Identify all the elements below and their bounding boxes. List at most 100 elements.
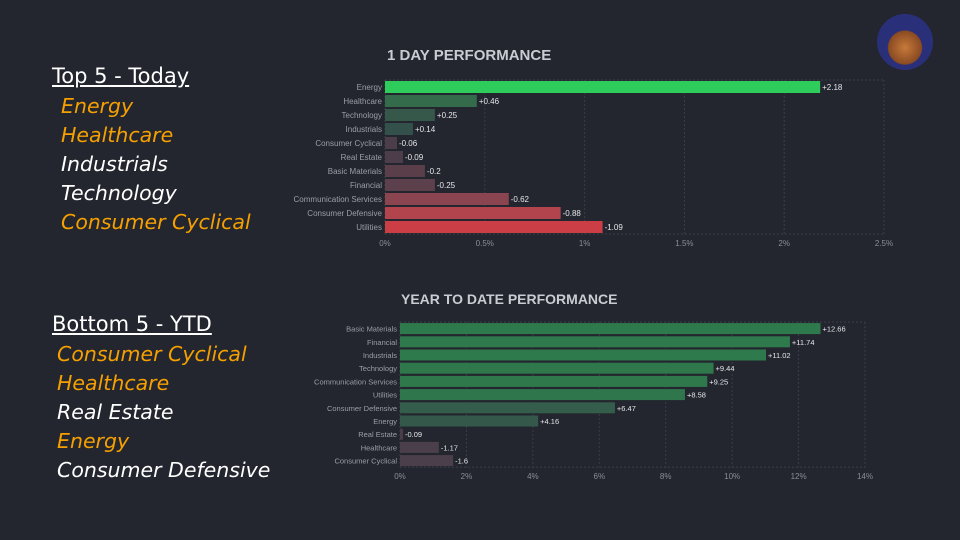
category-label: Communication Services [314, 377, 397, 386]
data-label: +11.74 [792, 338, 815, 347]
data-label: +11.02 [768, 351, 791, 360]
data-label: +8.58 [687, 391, 706, 400]
x-tick-label: 12% [791, 472, 807, 481]
bar [385, 165, 425, 177]
data-label: -1.09 [605, 223, 624, 232]
x-tick-label: 6% [594, 472, 606, 481]
data-label: -0.62 [511, 195, 530, 204]
list-item: Energy [61, 94, 134, 118]
list-item: Industrials [61, 152, 168, 176]
category-label: Basic Materials [328, 167, 382, 176]
bar [385, 207, 561, 219]
data-label: -0.09 [405, 430, 422, 439]
bar [385, 81, 821, 93]
x-tick-label: 10% [724, 472, 740, 481]
bar [400, 375, 708, 387]
data-label: -0.2 [427, 167, 441, 176]
data-label: +9.25 [709, 377, 728, 386]
bar [385, 193, 509, 205]
x-tick-label: 0% [379, 239, 391, 248]
x-tick-label: 1.5% [675, 239, 693, 248]
data-label: +6.47 [617, 404, 636, 413]
list-item: Energy [57, 429, 130, 453]
x-tick-label: 1% [579, 239, 591, 248]
list-heading: Top 5 - Today [52, 64, 190, 88]
bar [385, 151, 403, 163]
x-tick-label: 2% [778, 239, 790, 248]
bar [385, 221, 603, 233]
bar [385, 179, 435, 191]
bar [385, 95, 477, 107]
category-label: Consumer Defensive [307, 209, 382, 218]
chart-title: YEAR TO DATE PERFORMANCE [401, 291, 618, 307]
list-heading: Bottom 5 - YTD [52, 312, 212, 336]
bottom-5-ytd-list: Bottom 5 - YTD Consumer Cyclical Healthca… [52, 312, 270, 485]
chart-0: 1 DAY PERFORMANCE 0% 0.5% 1% 1.5% 2% 2.5% Energ… [294, 47, 894, 248]
bar [400, 415, 539, 427]
bar [400, 323, 821, 335]
bar [400, 362, 714, 374]
data-label: +0.46 [479, 97, 500, 106]
category-label: Consumer Cyclical [334, 457, 397, 466]
category-label: Industrials [346, 125, 382, 134]
category-label: Communication Services [294, 195, 382, 204]
list-item: Consumer Cyclical [61, 210, 251, 234]
data-label: +2.18 [822, 83, 843, 92]
data-label: -1.6 [455, 457, 468, 466]
data-label: +12.66 [822, 325, 845, 334]
x-tick-label: 2.5% [875, 239, 893, 248]
category-label: Energy [357, 83, 382, 92]
bar [400, 336, 790, 348]
list-item: Consumer Defensive [57, 458, 271, 482]
bar [385, 109, 435, 121]
chart-1: YEAR TO DATE PERFORMANCE 0% 2% 4% 6% 8% 10% 12%… [314, 291, 873, 481]
category-label: Consumer Cyclical [315, 139, 382, 148]
list-item: Consumer Cyclical [57, 342, 247, 366]
bar [400, 455, 454, 467]
category-label: Financial [367, 338, 397, 347]
x-tick-label: 0% [394, 472, 406, 481]
data-label: -0.88 [563, 209, 582, 218]
bar [385, 137, 397, 149]
data-label: +0.14 [415, 125, 436, 134]
list-item: Real Estate [57, 400, 174, 424]
data-label: -1.17 [441, 443, 458, 452]
bar [400, 389, 685, 401]
bar [400, 441, 439, 453]
category-label: Industrials [363, 351, 397, 360]
x-tick-label: 0.5% [476, 239, 494, 248]
data-label: -0.25 [437, 181, 456, 190]
category-label: Healthcare [361, 443, 397, 452]
x-tick-label: 8% [660, 472, 672, 481]
category-label: Healthcare [343, 97, 382, 106]
category-label: Technology [342, 111, 382, 120]
category-label: Basic Materials [346, 325, 397, 334]
top-5-today-list: Top 5 - Today Energy Healthcare Industrial… [52, 64, 251, 237]
list-item: Technology [61, 181, 177, 205]
category-label: Technology [359, 364, 397, 373]
bar [400, 428, 403, 440]
category-label: Utilities [356, 223, 382, 232]
bar [400, 402, 615, 414]
category-label: Energy [373, 417, 397, 426]
data-label: +4.16 [540, 417, 559, 426]
category-label: Consumer Defensive [327, 404, 397, 413]
bar [400, 349, 767, 361]
data-label: +9.44 [716, 364, 735, 373]
bar [385, 123, 413, 135]
chart-title: 1 DAY PERFORMANCE [387, 47, 551, 64]
x-tick-label: 14% [857, 472, 873, 481]
avatar [877, 14, 933, 70]
data-label: +0.25 [437, 111, 458, 120]
list-item: Healthcare [61, 123, 174, 147]
category-label: Utilities [373, 391, 397, 400]
data-label: -0.06 [399, 139, 418, 148]
category-label: Financial [350, 181, 382, 190]
x-tick-label: 2% [461, 472, 473, 481]
x-tick-label: 4% [527, 472, 539, 481]
category-label: Real Estate [341, 153, 383, 162]
data-label: -0.09 [405, 153, 424, 162]
list-item: Healthcare [57, 371, 170, 395]
category-label: Real Estate [358, 430, 397, 439]
